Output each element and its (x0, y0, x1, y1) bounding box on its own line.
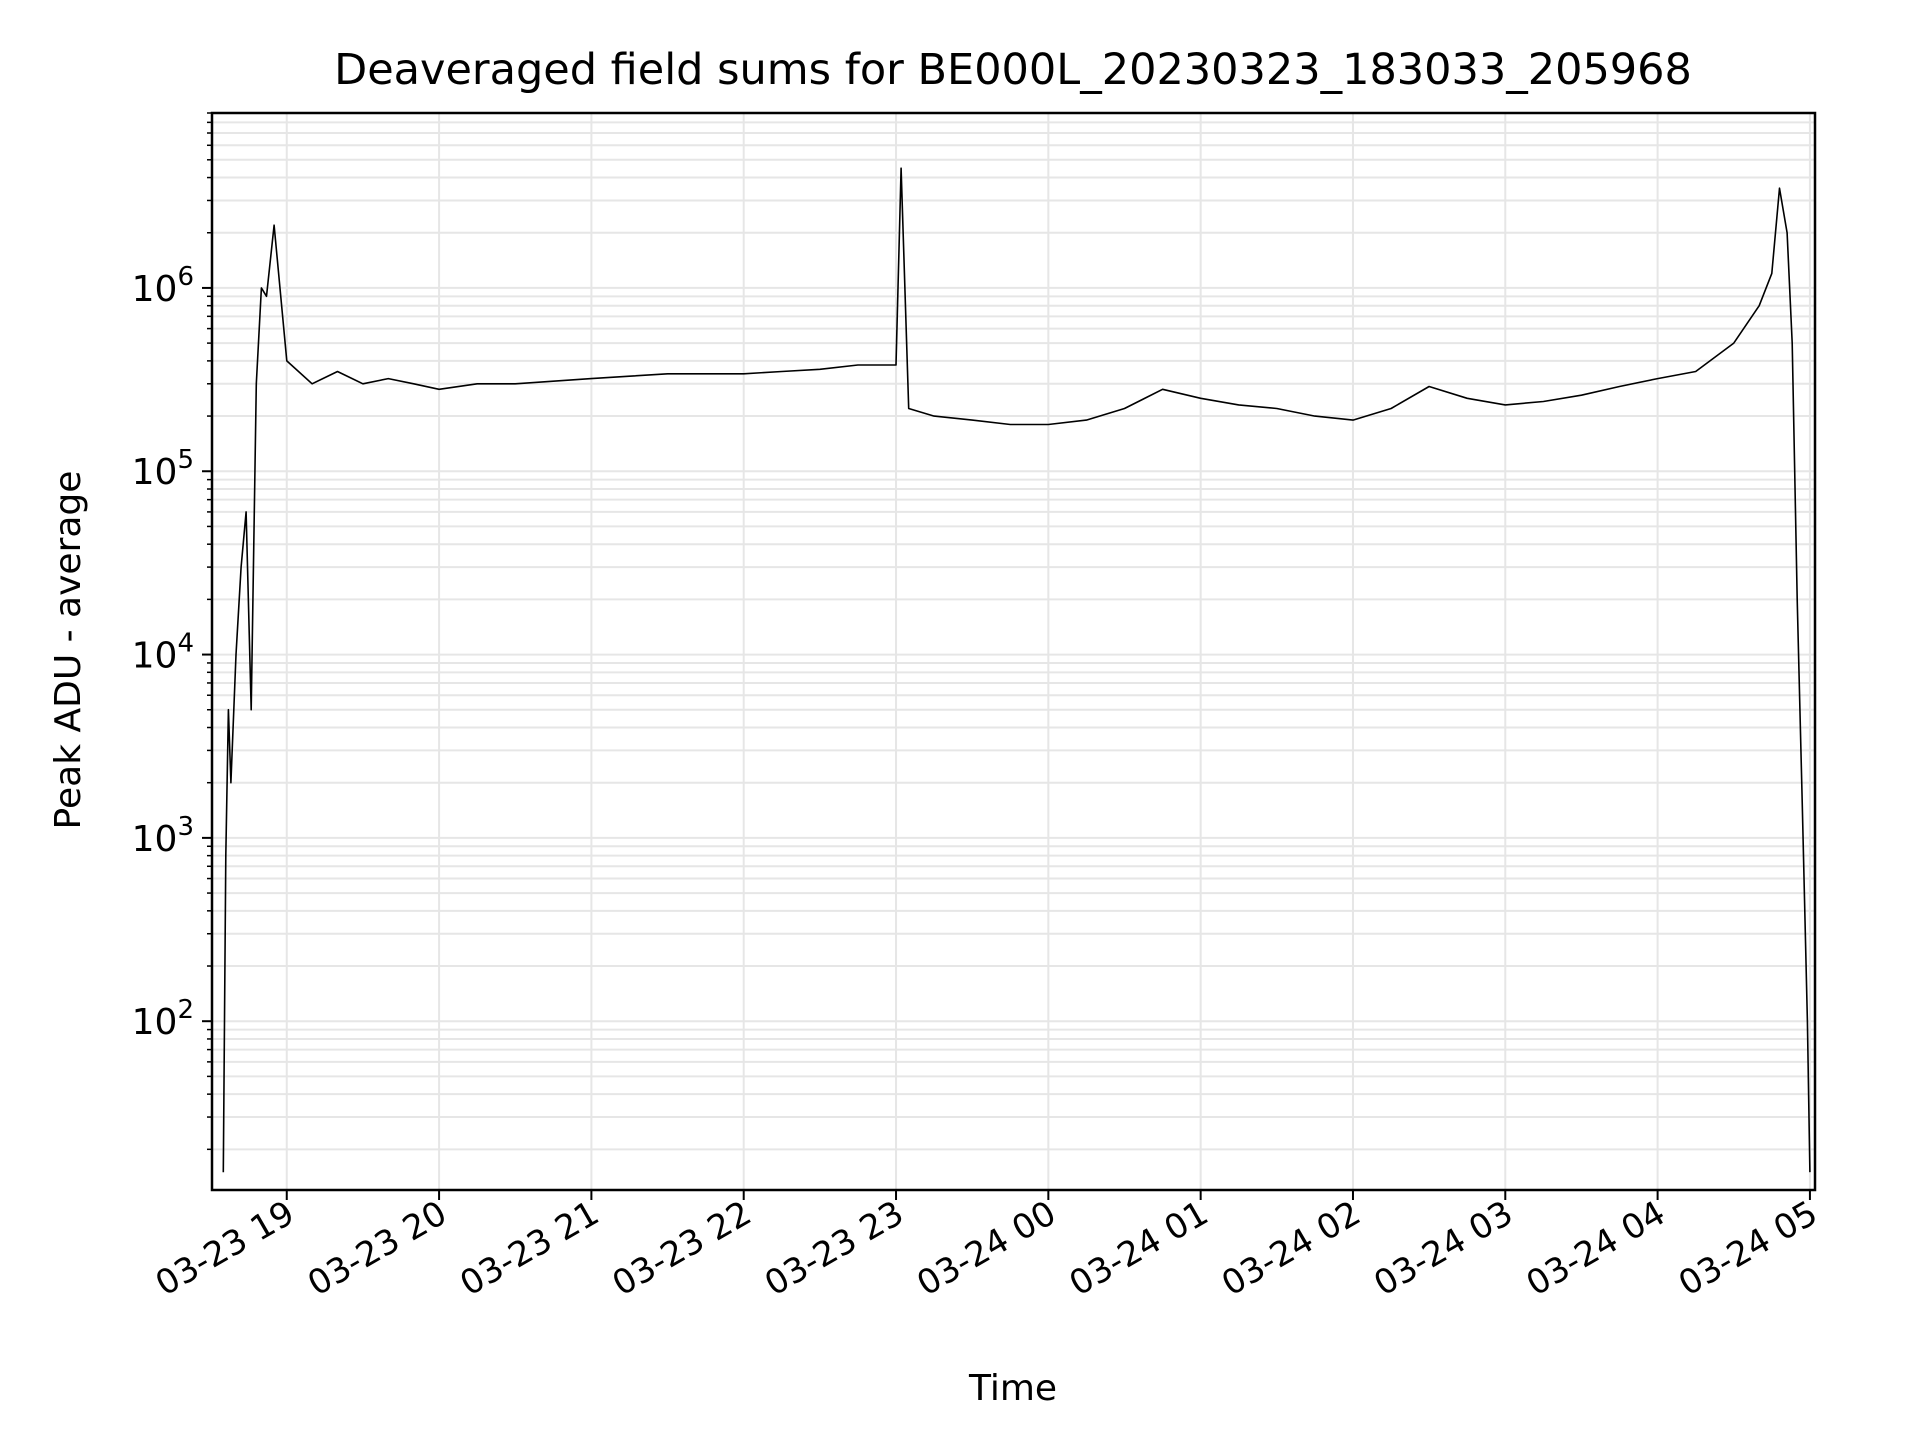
y-axis-label: Peak ADU - average (48, 471, 89, 830)
x-tick-label: 03-24 00 (910, 1193, 1062, 1304)
plot-frame (210, 111, 1817, 1192)
y-tick-label: 103 (132, 812, 194, 860)
x-tick-label: 03-23 21 (454, 1193, 606, 1304)
x-tick-label: 03-23 19 (149, 1193, 301, 1304)
x-tick-label: 03-23 23 (758, 1193, 910, 1304)
y-tick-label: 105 (132, 445, 194, 493)
series-line (222, 167, 1811, 1173)
series-layer (222, 167, 1811, 1173)
x-axis-label: Time (968, 1368, 1057, 1409)
x-tick-label: 03-24 03 (1367, 1193, 1519, 1304)
x-tick-label: 03-24 01 (1063, 1193, 1215, 1304)
x-tick-label: 03-24 04 (1520, 1193, 1672, 1304)
chart-title: Deaveraged field sums for BE000L_2023032… (334, 45, 1692, 95)
grid-layer (212, 112, 1815, 1190)
y-tick-label: 104 (132, 629, 194, 677)
x-tick-label: 03-23 20 (301, 1193, 453, 1304)
y-tick-label: 106 (132, 262, 194, 310)
x-tick-label: 03-23 22 (606, 1193, 758, 1304)
x-tick-label: 03-24 05 (1672, 1193, 1824, 1304)
y-tick-label: 102 (132, 995, 194, 1043)
x-tick-label: 03-24 02 (1215, 1193, 1367, 1304)
